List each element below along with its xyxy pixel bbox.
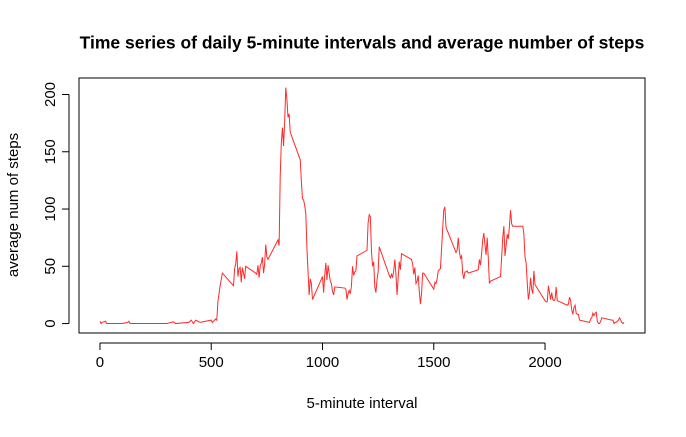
x-tick-label: 2000 bbox=[528, 354, 561, 371]
x-tick-label: 1000 bbox=[306, 354, 339, 371]
plot-frame bbox=[78, 77, 646, 334]
y-axis-label: average num of steps bbox=[5, 133, 22, 277]
chart-title: Time series of daily 5-minute intervals … bbox=[80, 33, 645, 53]
x-axis-label: 5-minute interval bbox=[307, 395, 418, 412]
y-tick-label: 100 bbox=[42, 197, 59, 222]
x-tick-label: 1500 bbox=[417, 354, 450, 371]
x-tick-label: 0 bbox=[96, 354, 104, 371]
y-tick-label: 200 bbox=[42, 82, 59, 107]
x-tick-label: 500 bbox=[199, 354, 224, 371]
y-tick-label: 50 bbox=[42, 258, 59, 275]
y-tick-label: 0 bbox=[42, 319, 59, 327]
y-tick-label: 150 bbox=[42, 139, 59, 164]
data-line bbox=[99, 87, 625, 325]
